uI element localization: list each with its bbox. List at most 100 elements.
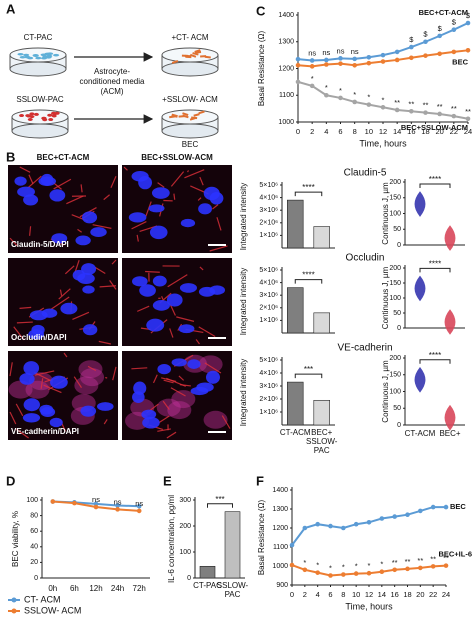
- significance: **: [392, 558, 398, 567]
- data-point: [380, 59, 386, 64]
- significance-bracket: [419, 267, 451, 273]
- nucleus: [23, 398, 40, 412]
- y-tick-label: 50: [393, 310, 401, 317]
- nucleus: [152, 275, 167, 287]
- data-point: [302, 567, 308, 573]
- x-tick-label: CT-ACM: [405, 429, 436, 438]
- violin: [444, 225, 456, 251]
- data-point: [405, 512, 410, 517]
- cell: [23, 53, 30, 57]
- x-tick-label: 14: [393, 127, 401, 136]
- junction: [53, 178, 72, 190]
- violin: [444, 404, 456, 431]
- nucleus: [49, 417, 63, 428]
- y-tick-label: 900: [276, 582, 288, 589]
- y-tick-label: 0: [187, 575, 191, 582]
- nucleus: [133, 381, 147, 395]
- x-tick-label: 16: [407, 127, 415, 136]
- dish-label: BEC: [182, 140, 199, 149]
- y-tick-label: 5×10⁶: [259, 357, 278, 364]
- dish-label: +SSLOW- ACM: [162, 95, 218, 104]
- junction: [163, 379, 174, 384]
- nucleus: [82, 211, 98, 224]
- nucleus: [141, 409, 157, 420]
- junction: [131, 221, 147, 230]
- junction: [50, 296, 70, 311]
- data-point: [50, 499, 56, 504]
- data-point: [309, 83, 315, 89]
- y-axis-label: Basal Resistance (Ω): [257, 499, 266, 575]
- significance: **: [443, 554, 449, 563]
- panel-label: F: [256, 473, 264, 488]
- data-point: [451, 113, 457, 119]
- nucleus: [22, 413, 41, 423]
- junction: [173, 193, 176, 200]
- significance: **: [451, 104, 457, 113]
- junction: [63, 352, 68, 358]
- dish-label: CT-PAC: [24, 33, 53, 42]
- junction: [40, 378, 44, 389]
- junction: [64, 265, 75, 275]
- y-tick-label: 100: [389, 210, 401, 217]
- significance: $: [409, 35, 414, 44]
- y-tick-label: 150: [389, 372, 401, 379]
- significance-bracket: [294, 373, 323, 379]
- significance: **: [417, 556, 423, 565]
- significance-bracket: [294, 191, 323, 197]
- legend-label: BEC+SSLOW-ACM: [401, 123, 468, 132]
- significance: *: [367, 93, 370, 102]
- junction: [16, 321, 33, 324]
- legend-label: BEC: [450, 502, 466, 511]
- x-tick-label: 2: [303, 590, 307, 599]
- significance: ns: [308, 48, 316, 57]
- junction: [184, 169, 205, 179]
- junction: [157, 182, 165, 188]
- data-point: [451, 27, 457, 33]
- cell: [29, 112, 35, 116]
- row-label: VE-cadherin/DAPI: [11, 427, 79, 436]
- junction: [178, 375, 185, 381]
- junction: [29, 226, 32, 236]
- nucleus: [151, 187, 170, 199]
- junction: [99, 285, 117, 288]
- nucleus: [149, 225, 168, 240]
- y-tick-label: 1200: [278, 65, 294, 72]
- data-point: [437, 33, 442, 39]
- data-point: [295, 62, 301, 68]
- data-point: [380, 52, 386, 58]
- data-point: [418, 565, 423, 571]
- panel-label: B: [6, 149, 15, 164]
- stain: [25, 380, 50, 399]
- cell: [194, 49, 201, 53]
- y-tick-label: 1300: [272, 506, 288, 513]
- y-tick-label: 200: [389, 265, 401, 272]
- bar: [313, 312, 330, 334]
- y-tick-label: 1300: [278, 39, 294, 46]
- cell: [182, 112, 189, 117]
- data-point: [394, 107, 400, 113]
- y-tick-label: 100: [389, 388, 401, 395]
- chart-title: Claudin-5: [344, 168, 387, 179]
- y-tick-label: 2×10⁶: [259, 220, 278, 227]
- nucleus: [17, 186, 35, 198]
- nucleus: [40, 173, 54, 186]
- y-tick-label: 1000: [272, 563, 288, 570]
- dish-label: +CT- ACM: [171, 33, 208, 42]
- junction: [198, 326, 216, 338]
- violin: [414, 275, 426, 302]
- y-tick-label: 0: [34, 575, 38, 582]
- x-tick-label: 12: [379, 127, 387, 136]
- junction: [109, 280, 117, 290]
- significance: *: [380, 560, 383, 569]
- data-point: [423, 53, 428, 58]
- cell: [19, 55, 26, 59]
- x-tick-label: 24: [464, 127, 472, 136]
- data-point: [338, 56, 343, 61]
- data-point: [423, 39, 428, 45]
- stain: [29, 372, 54, 391]
- x-tick-label: 0: [296, 127, 300, 136]
- y-axis-label: IL-6 concentration, pg/ml: [167, 495, 176, 583]
- significance: ns: [135, 499, 143, 508]
- x-tick-label: 20: [435, 127, 443, 136]
